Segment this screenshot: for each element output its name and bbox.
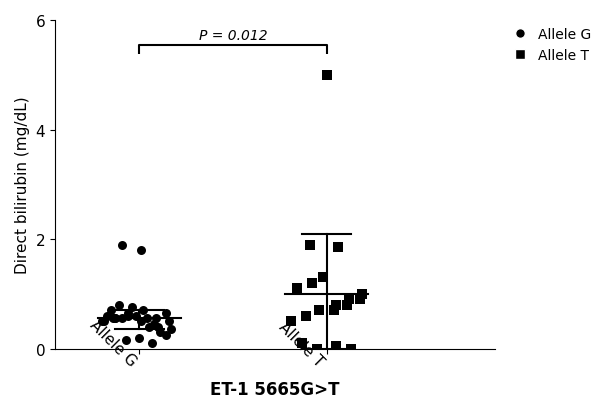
Point: [166, 326, 176, 333]
Point: [123, 310, 133, 316]
Point: [114, 302, 124, 309]
Point: [342, 302, 352, 309]
Point: [155, 329, 164, 336]
Point: [99, 318, 109, 325]
Point: [151, 316, 161, 322]
Text: P = 0.012: P = 0.012: [198, 29, 267, 43]
Point: [135, 335, 144, 341]
Point: [137, 318, 146, 325]
Point: [103, 313, 112, 319]
Point: [344, 296, 354, 303]
Point: [161, 332, 171, 338]
Point: [314, 307, 324, 314]
Y-axis label: Direct bilirubin (mg/dL): Direct bilirubin (mg/dL): [15, 96, 30, 273]
Point: [358, 291, 367, 297]
Point: [127, 304, 137, 311]
Point: [137, 247, 146, 254]
Point: [97, 318, 107, 325]
Point: [138, 307, 148, 314]
Legend: Allele G, Allele T: Allele G, Allele T: [506, 28, 592, 63]
Point: [131, 313, 140, 319]
Point: [301, 313, 311, 319]
Point: [292, 285, 302, 292]
Point: [142, 316, 152, 322]
Point: [297, 340, 307, 347]
Point: [153, 323, 163, 330]
Point: [305, 242, 314, 248]
Point: [322, 72, 331, 79]
Point: [329, 307, 339, 314]
Point: [318, 274, 328, 281]
Point: [286, 318, 296, 325]
Point: [108, 316, 118, 322]
Point: [118, 316, 127, 322]
Point: [123, 313, 133, 319]
Point: [164, 318, 174, 325]
Point: [356, 296, 365, 303]
Point: [110, 316, 120, 322]
Point: [313, 345, 322, 352]
Point: [121, 337, 131, 344]
Point: [161, 310, 171, 316]
Point: [106, 307, 116, 314]
Point: [346, 345, 356, 352]
Point: [149, 321, 159, 328]
X-axis label: ET-1 5665G>T: ET-1 5665G>T: [211, 380, 340, 398]
Point: [118, 242, 127, 248]
Point: [148, 340, 157, 347]
Point: [331, 302, 341, 309]
Point: [144, 323, 154, 330]
Point: [110, 316, 120, 322]
Point: [307, 280, 316, 287]
Point: [331, 343, 341, 349]
Point: [333, 244, 343, 251]
